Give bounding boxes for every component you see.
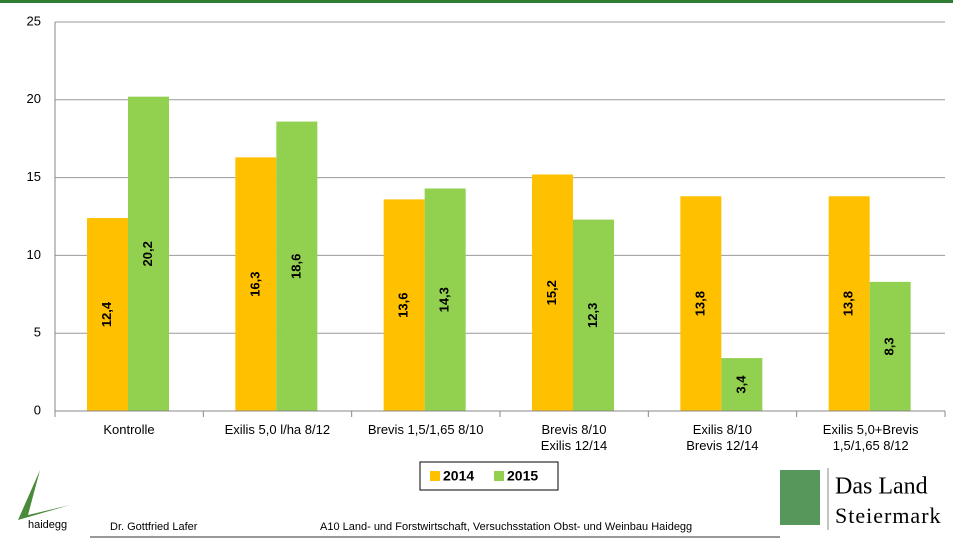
value-label: 3,4 [733, 375, 748, 394]
value-label: 18,6 [288, 254, 303, 279]
logo-text: haidegg [28, 519, 67, 531]
y-tick-label: 0 [34, 402, 41, 417]
y-tick-label: 20 [27, 91, 41, 106]
value-label: 13,8 [692, 291, 707, 316]
top-border [0, 0, 953, 3]
y-tick-label: 10 [27, 247, 41, 262]
value-label: 13,6 [396, 293, 411, 318]
value-label: 13,8 [841, 291, 856, 316]
value-label: 16,3 [247, 272, 262, 297]
slide: Das Land Steiermark haidegg Dr. Gottfrie… [0, 0, 953, 540]
value-label: 15,2 [544, 280, 559, 305]
value-label: 8,3 [882, 337, 897, 355]
brand-1: Das Land [835, 474, 928, 500]
x-tick-label: Exilis 8/10 Brevis 12/14 [648, 422, 796, 454]
brand-2: Steiermark [835, 503, 942, 528]
author: Dr. Gottfried Lafer [110, 521, 198, 533]
y-tick-label: 15 [27, 169, 41, 184]
y-tick-label: 25 [27, 13, 41, 28]
x-tick-label: Exilis 5,0+Brevis 1,5/1,65 8/12 [797, 422, 945, 454]
value-label: 14,3 [437, 287, 452, 312]
institution: A10 Land- und Forstwirtschaft, Versuchss… [320, 521, 692, 533]
value-label: 12,4 [99, 301, 114, 327]
x-tick-label: Brevis 8/10 Exilis 12/14 [500, 422, 648, 454]
x-tick-label: Brevis 1,5/1,65 8/10 [352, 422, 500, 438]
chart: Das Land Steiermark haidegg Dr. Gottfrie… [0, 0, 953, 540]
logo-shape [18, 470, 70, 520]
legend-swatch [494, 471, 504, 481]
crest [780, 470, 820, 525]
x-tick-label: Kontrolle [55, 422, 203, 438]
legend-label: 2015 [507, 468, 538, 484]
legend-label: 2014 [443, 468, 474, 484]
legend-swatch [430, 471, 440, 481]
y-tick-label: 5 [34, 325, 41, 340]
value-label: 12,3 [585, 303, 600, 328]
x-tick-label: Exilis 5,0 l/ha 8/12 [203, 422, 351, 438]
value-label: 20,2 [140, 241, 155, 266]
